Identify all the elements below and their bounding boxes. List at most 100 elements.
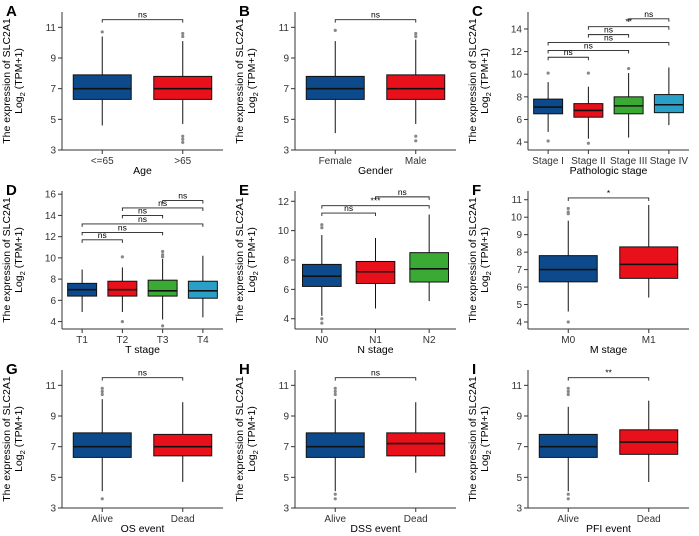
y-axis-title-subscript: 2 [484,92,493,96]
box-body [305,432,365,458]
significance-bracket: ns [101,368,184,381]
y-axis-title-subscript: 2 [251,450,260,454]
y-axis-title-subscript: 2 [18,450,27,454]
y-tick-label: 9 [50,54,56,65]
x-axis-title: T stage [125,344,160,356]
y-axis-title-subscript: 2 [484,271,493,275]
y-axis-title-line2: Log2 (TPM+1) [246,227,260,293]
y-tick-label: 11 [279,23,290,34]
x-axis-title: DSS event [350,523,400,535]
y-tick-label: 7 [516,265,522,276]
outlier-point [627,66,631,71]
outlier-point [566,492,570,496]
x-category-label: Stage IV [650,156,689,167]
y-tick-label: 10 [45,253,57,264]
outlier-point [546,139,550,143]
bracket-line [567,377,650,381]
x-category-label: Alive [324,514,346,525]
x-axis-title: Gender [358,165,394,177]
y-axis-title-subscript: 2 [18,92,27,96]
significance-bracket: ns [162,191,204,204]
y-axis-title-unit: (TPM+1) [13,48,25,92]
y-tick-label: 6 [283,285,289,296]
y-axis-title-unit: (TPM+1) [13,406,25,450]
x-category-label: Dead [171,514,195,525]
box-body [409,252,449,283]
significance-label: ns [118,222,127,232]
box-body [72,74,132,100]
y-tick-label: 8 [50,275,56,286]
outlier-point [100,497,104,501]
bracket-line [321,205,430,209]
outlier-point [414,31,418,36]
y-tick-label: 11 [46,23,57,34]
y-tick-label: 11 [512,381,523,392]
y-axis-title-subscript: 2 [251,271,260,275]
significance-label: ns [604,33,613,43]
significance-bracket: ns [375,187,430,200]
x-category-label: N2 [423,335,436,346]
significance-bracket: ns [81,222,164,236]
box-1 [72,386,132,501]
y-axis-title-unit: (TPM+1) [246,406,258,450]
y-tick-label: 9 [50,412,56,423]
box-body [653,94,684,114]
y-tick-label: 3 [50,146,56,157]
outlier-point [161,255,165,259]
outlier-point [181,31,185,36]
y-axis-title: The expression of SLC2A1 Log2 (TPM+1) [1,197,27,323]
y-tick-label: 16 [45,190,57,201]
y-tick-label: 5 [283,473,289,484]
bracket-line [81,231,164,236]
y-tick-label: 8 [516,248,522,259]
box-1 [67,269,98,313]
y-tick-label: 11 [46,381,57,392]
y-tick-label: 14 [45,211,57,222]
y-tick-label: 4 [283,314,289,325]
significance-label: ns [371,368,380,378]
y-tick-label: 5 [516,473,522,484]
y-tick-label: 10 [278,226,290,237]
outlier-point [333,386,337,390]
y-axis-title-unit: (TPM+1) [13,227,25,271]
bracket-line [121,214,164,219]
x-category-label: Alive [557,514,579,525]
box-1 [538,206,598,324]
significance-bracket: ns [547,47,589,61]
y-axis-title-line1: The expression of SLC2A1 [1,18,13,144]
significance-bracket: ns [547,40,630,54]
x-category-label: N0 [315,335,328,346]
box-2 [153,31,213,144]
y-tick-label: 4 [50,317,56,328]
significance-bracket: ns [81,230,123,243]
box-1 [533,71,564,143]
box-2 [573,71,604,145]
y-tick-label: 6 [516,283,522,294]
x-category-label: T2 [117,335,129,346]
outlier-point [100,389,104,394]
box-body [107,280,138,297]
y-axis-title-unit: (TPM+1) [246,48,258,92]
panel-letter: H [239,361,250,378]
y-axis-title-unit: (TPM+1) [479,406,491,450]
bracket-line [587,34,630,38]
bracket-line [547,56,589,61]
y-tick-label: 14 [511,24,523,35]
outlier-point [566,386,570,390]
y-axis-title-line1: The expression of SLC2A1 [234,18,246,144]
bracket-line [547,50,630,54]
outlier-point [566,320,570,324]
bracket-line [334,377,417,381]
y-tick-label: 6 [50,296,56,307]
outlier-point [333,389,337,394]
significance-label: ns [138,205,147,215]
y-axis-title-line2: Log2 (TPM+1) [13,227,27,293]
y-tick-label: 4 [516,138,522,149]
x-axis-title: Pathologic stage [570,165,648,177]
box-body [187,280,218,299]
x-axis-title: Age [133,165,152,177]
y-axis-title-log: Log [246,96,258,114]
x-axis-title: OS event [121,523,165,535]
